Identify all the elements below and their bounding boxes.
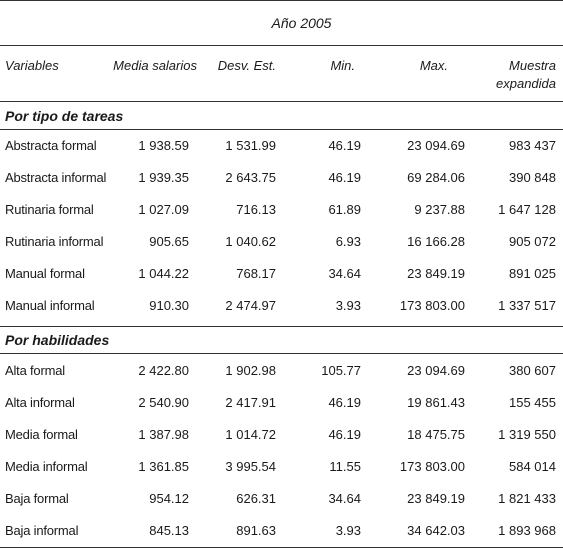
cell-media: 954.12 bbox=[149, 491, 189, 506]
row-label: Baja formal bbox=[5, 491, 69, 506]
table-row: Manual formal 1 044.22 768.17 34.64 23 8… bbox=[0, 258, 563, 290]
cell-min: 105.77 bbox=[321, 363, 361, 378]
cell-muestra: 1 319 550 bbox=[498, 427, 556, 442]
cell-media: 910.30 bbox=[149, 298, 189, 313]
row-label: Manual formal bbox=[5, 266, 85, 281]
cell-desv: 768.17 bbox=[236, 266, 276, 281]
section-title-tareas: Por tipo de tareas bbox=[0, 102, 563, 130]
column-header-muestra-line1: Muestra bbox=[509, 58, 556, 73]
table-row: Media formal 1 387.98 1 014.72 46.19 18 … bbox=[0, 419, 563, 451]
row-label: Abstracta formal bbox=[5, 138, 97, 153]
cell-desv: 1 902.98 bbox=[225, 363, 276, 378]
cell-muestra: 1 647 128 bbox=[498, 202, 556, 217]
column-header-max: Max. bbox=[419, 58, 448, 73]
row-label: Alta formal bbox=[5, 363, 65, 378]
cell-max: 23 849.19 bbox=[407, 266, 465, 281]
bottom-rule bbox=[0, 547, 563, 548]
row-label: Baja informal bbox=[5, 523, 79, 538]
table-row: Abstracta formal 1 938.59 1 531.99 46.19… bbox=[0, 130, 563, 162]
cell-min: 3.93 bbox=[335, 298, 361, 313]
cell-muestra: 983 437 bbox=[509, 138, 556, 153]
cell-muestra: 380 607 bbox=[509, 363, 556, 378]
year-label: Año 2005 bbox=[271, 15, 332, 31]
cell-min: 46.19 bbox=[328, 427, 361, 442]
cell-desv: 891.63 bbox=[236, 523, 276, 538]
cell-min: 11.55 bbox=[329, 459, 361, 474]
column-header-variables: Variables bbox=[5, 58, 59, 73]
column-header-muestra-expandida: Muestra expandida bbox=[476, 57, 556, 93]
row-label: Rutinaria formal bbox=[5, 202, 94, 217]
column-header-row: Variables Media salarios Desv. Est. Min.… bbox=[0, 46, 563, 102]
table-row: Baja informal 845.13 891.63 3.93 34 642.… bbox=[0, 515, 563, 547]
cell-desv: 2 417.91 bbox=[225, 395, 276, 410]
cell-min: 34.64 bbox=[328, 266, 361, 281]
cell-min: 34.64 bbox=[328, 491, 361, 506]
row-label: Media formal bbox=[5, 427, 78, 442]
table-row: Baja formal 954.12 626.31 34.64 23 849.1… bbox=[0, 483, 563, 515]
cell-media: 2 422.80 bbox=[138, 363, 189, 378]
cell-media: 905.65 bbox=[149, 234, 189, 249]
cell-media: 1 361.85 bbox=[138, 459, 189, 474]
row-label: Manual informal bbox=[5, 298, 95, 313]
cell-max: 9 237.88 bbox=[414, 202, 465, 217]
column-header-min: Min. bbox=[330, 58, 355, 73]
cell-min: 46.19 bbox=[328, 395, 361, 410]
cell-max: 173 803.00 bbox=[399, 459, 465, 474]
cell-max: 34 642.03 bbox=[407, 523, 465, 538]
cell-media: 845.13 bbox=[149, 523, 189, 538]
cell-max: 16 166.28 bbox=[407, 234, 465, 249]
cell-min: 46.19 bbox=[328, 170, 361, 185]
cell-desv: 1 040.62 bbox=[225, 234, 276, 249]
cell-muestra: 390 848 bbox=[509, 170, 556, 185]
cell-media: 1 387.98 bbox=[138, 427, 189, 442]
column-header-media-salarios: Media salarios bbox=[113, 58, 197, 73]
cell-desv: 716.13 bbox=[236, 202, 276, 217]
table-row: Rutinaria formal 1 027.09 716.13 61.89 9… bbox=[0, 194, 563, 226]
section-title-habilidades: Por habilidades bbox=[0, 326, 563, 354]
cell-max: 23 094.69 bbox=[407, 363, 465, 378]
cell-max: 19 861.43 bbox=[407, 395, 465, 410]
cell-desv: 3 995.54 bbox=[225, 459, 276, 474]
table-row: Alta formal 2 422.80 1 902.98 105.77 23 … bbox=[0, 355, 563, 387]
cell-max: 23 094.69 bbox=[407, 138, 465, 153]
cell-min: 61.89 bbox=[328, 202, 361, 217]
cell-desv: 2 643.75 bbox=[225, 170, 276, 185]
cell-min: 46.19 bbox=[328, 138, 361, 153]
cell-min: 3.93 bbox=[335, 523, 361, 538]
table-row: Manual informal 910.30 2 474.97 3.93 173… bbox=[0, 290, 563, 322]
cell-max: 23 849.19 bbox=[407, 491, 465, 506]
cell-media: 2 540.90 bbox=[138, 395, 189, 410]
row-label: Media informal bbox=[5, 459, 88, 474]
column-header-desv-est: Desv. Est. bbox=[217, 58, 276, 73]
cell-media: 1 938.59 bbox=[138, 138, 189, 153]
cell-media: 1 044.22 bbox=[138, 266, 189, 281]
cell-media: 1 939.35 bbox=[138, 170, 189, 185]
cell-desv: 1 014.72 bbox=[225, 427, 276, 442]
table-row: Media informal 1 361.85 3 995.54 11.55 1… bbox=[0, 451, 563, 483]
cell-desv: 2 474.97 bbox=[225, 298, 276, 313]
cell-muestra: 584 014 bbox=[509, 459, 556, 474]
cell-max: 173 803.00 bbox=[399, 298, 465, 313]
row-label: Rutinaria informal bbox=[5, 234, 104, 249]
cell-max: 18 475.75 bbox=[407, 427, 465, 442]
cell-max: 69 284.06 bbox=[407, 170, 465, 185]
cell-muestra: 891 025 bbox=[509, 266, 556, 281]
column-header-muestra-line2: expandida bbox=[496, 76, 556, 91]
year-header: Año 2005 bbox=[0, 0, 563, 46]
cell-muestra: 1 337 517 bbox=[498, 298, 556, 313]
cell-muestra: 155 455 bbox=[509, 395, 556, 410]
cell-min: 6.93 bbox=[335, 234, 361, 249]
cell-muestra: 1 893 968 bbox=[498, 523, 556, 538]
table-row: Rutinaria informal 905.65 1 040.62 6.93 … bbox=[0, 226, 563, 258]
table-row: Abstracta informal 1 939.35 2 643.75 46.… bbox=[0, 162, 563, 194]
row-label: Alta informal bbox=[5, 395, 75, 410]
cell-muestra: 1 821 433 bbox=[498, 491, 556, 506]
table-row: Alta informal 2 540.90 2 417.91 46.19 19… bbox=[0, 387, 563, 419]
cell-desv: 1 531.99 bbox=[225, 138, 276, 153]
cell-muestra: 905 072 bbox=[509, 234, 556, 249]
cell-desv: 626.31 bbox=[236, 491, 276, 506]
row-label: Abstracta informal bbox=[5, 170, 107, 185]
cell-media: 1 027.09 bbox=[138, 202, 189, 217]
